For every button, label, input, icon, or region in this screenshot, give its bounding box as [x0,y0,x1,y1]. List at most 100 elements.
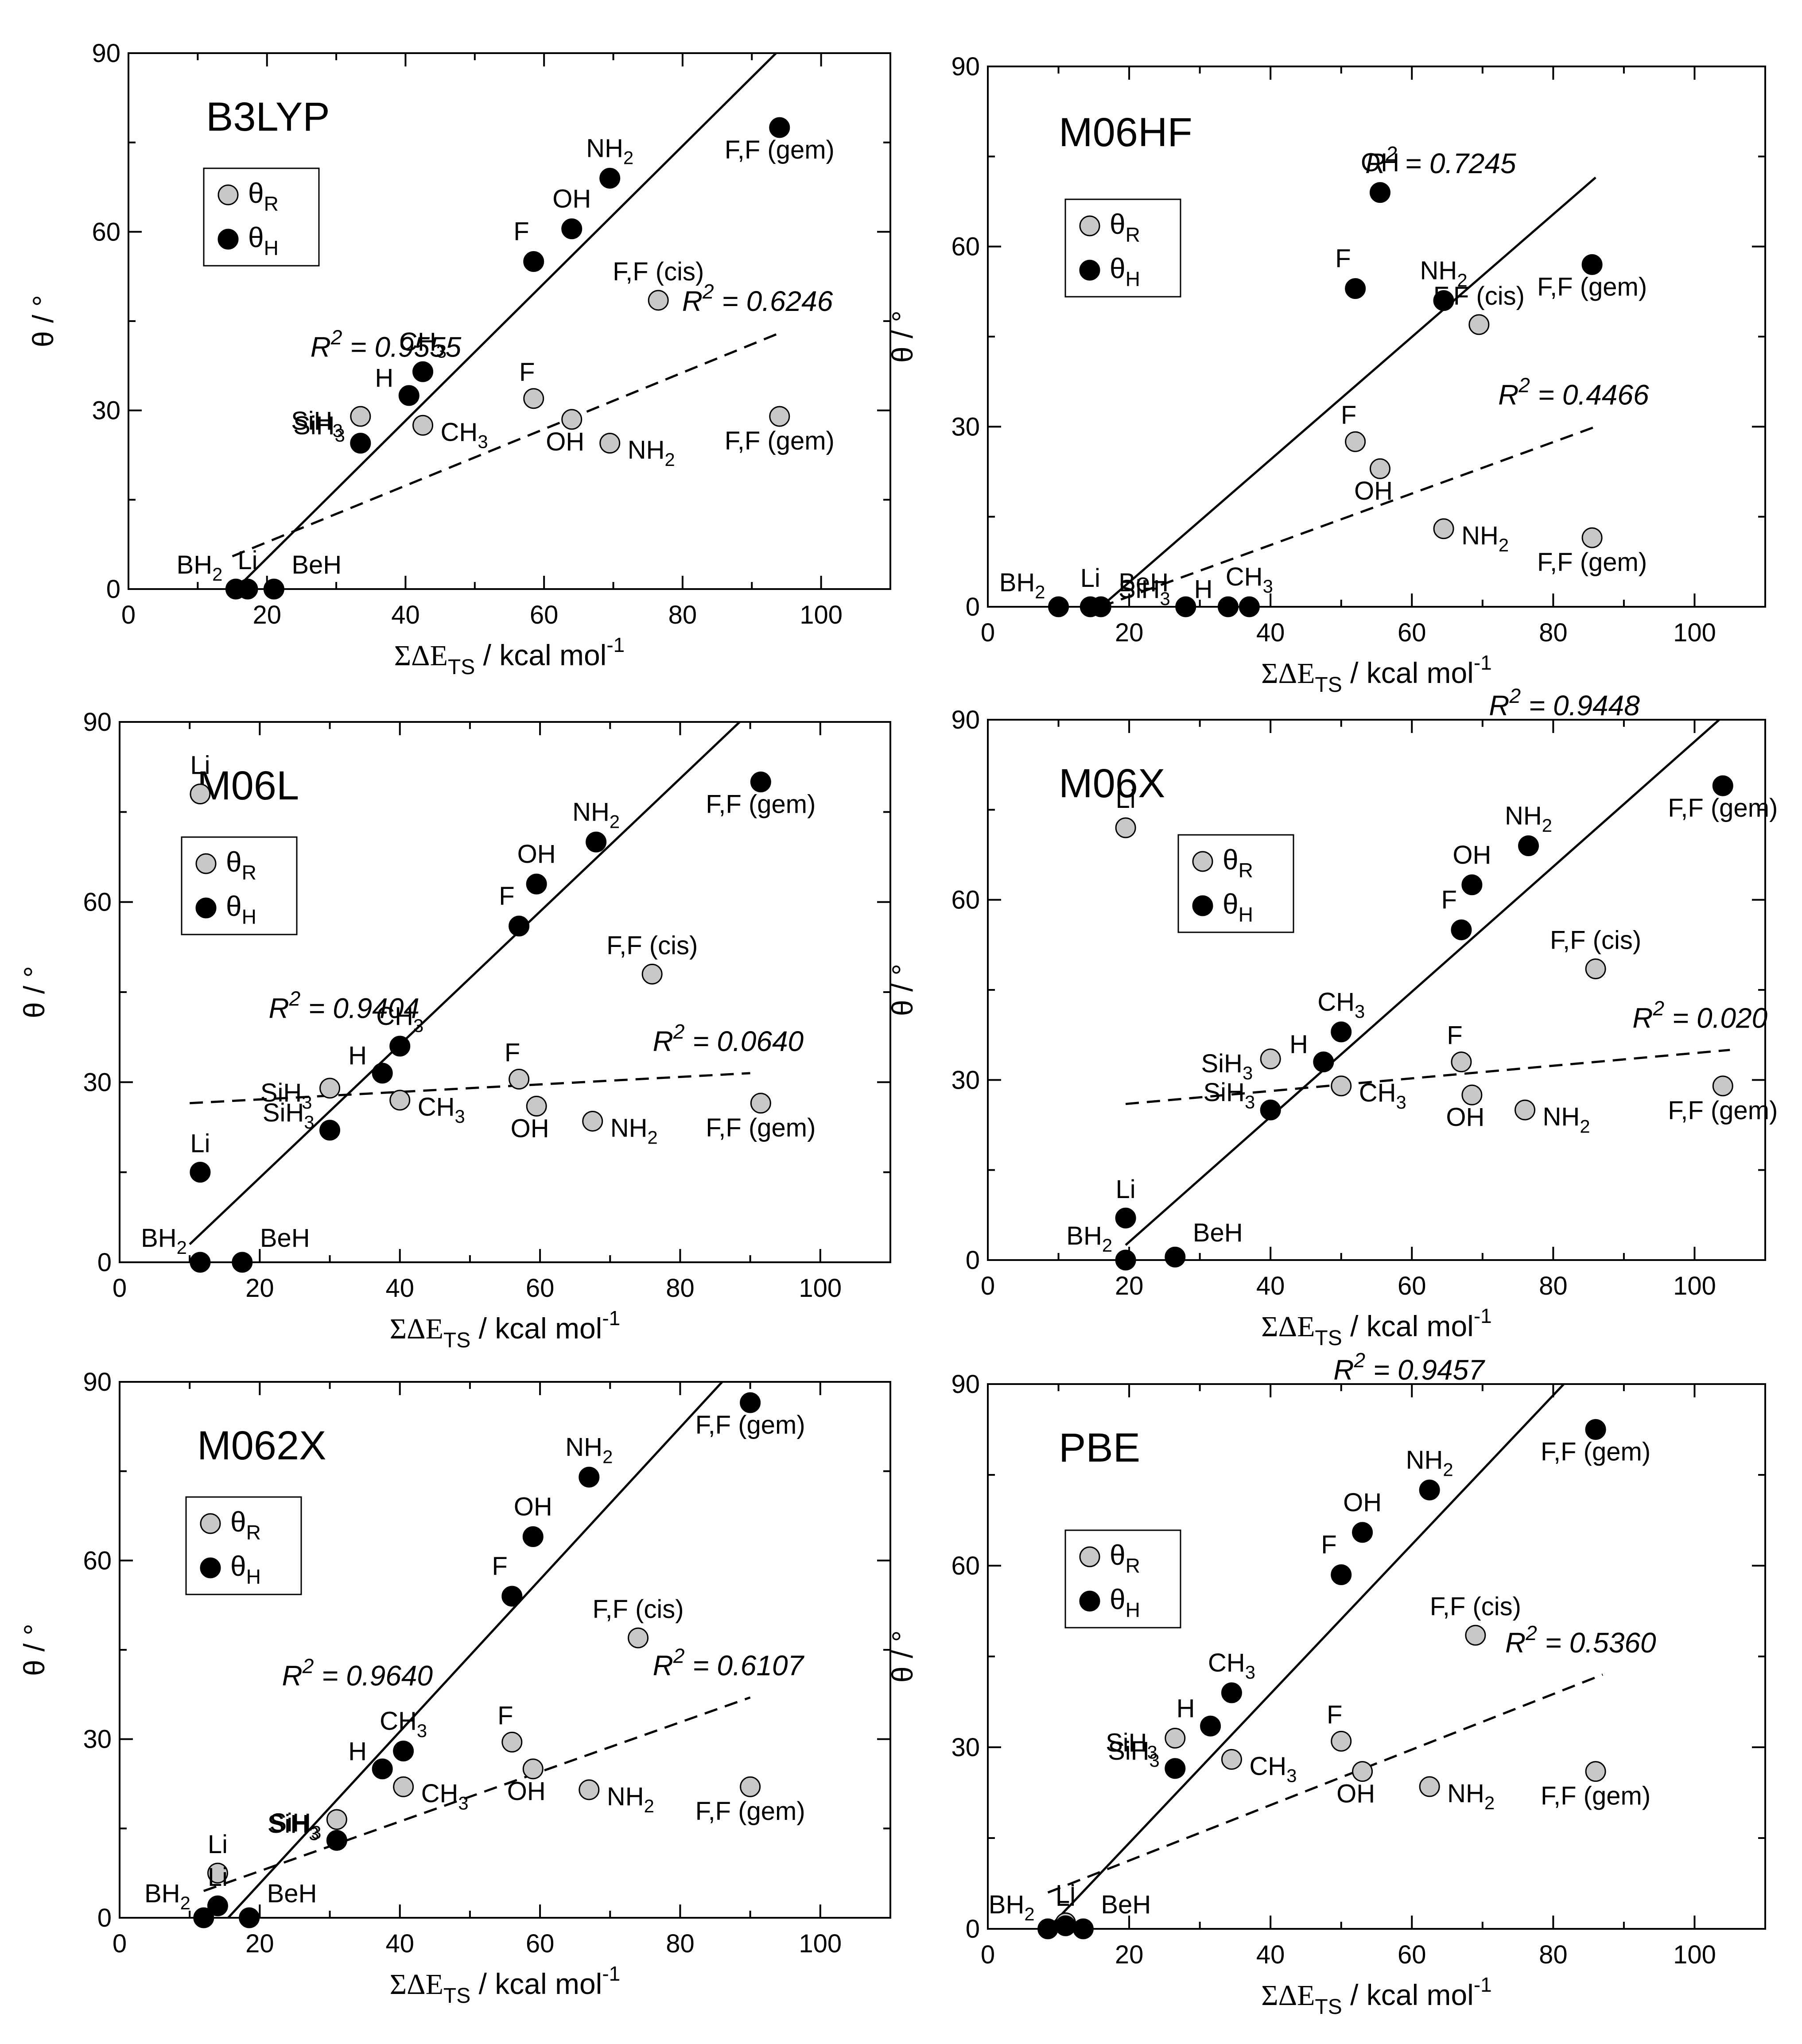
legend-box [185,1496,302,1595]
point-theta-r-li [190,783,211,805]
point-theta-r-oh [522,1758,544,1780]
point-theta-h-ch3 [412,361,434,382]
point-label-f: F [1327,1700,1342,1729]
x-axis-label: ΣΔETS / kcal mol-1 [1261,651,1492,697]
point-label-f-f-gem: F,F (gem) [1668,1096,1778,1125]
point-theta-r-f-f-cis [1468,314,1490,335]
x-tick-label: 0 [981,618,995,647]
point-label-sih3: SiH3 [1203,1078,1255,1112]
x-tick-label: 80 [666,1929,695,1958]
point-theta-r-nh2 [1419,1776,1440,1797]
x-tick-label: 100 [1673,618,1716,647]
point-theta-h-f-f-gem [1712,775,1733,796]
point-label-ch3: CH3 [380,1707,427,1741]
point-label-f-f-cis: F,F (cis) [1550,926,1641,955]
point-label-ch3: CH3 [1359,1078,1406,1113]
r-squared-label: R2 = 0.9640 [282,1655,433,1692]
point-theta-r-sih3 [350,406,371,427]
legend-theta-r-marker [217,184,239,206]
point-label-bh2: BH2 [989,1890,1035,1924]
point-theta-h-bh2 [1037,1918,1059,1939]
x-axis-label: ΣΔETS / kcal mol-1 [390,1307,621,1352]
point-label-f-f-cis: F,F (cis) [1430,1592,1521,1621]
point-theta-h-f-f-gem [750,772,771,793]
point-label-bh2: BH2 [144,1879,190,1913]
panel-title: PBE [1059,1425,1140,1470]
point-theta-h-nh2 [586,831,607,853]
y-tick-label: 0 [97,1904,112,1932]
point-theta-h-h [372,1063,393,1084]
point-label-ch3: CH3 [1208,1648,1255,1683]
point-label-oh: OH [1343,1488,1382,1517]
point-theta-r-nh2 [579,1779,600,1800]
x-tick-label: 60 [526,1274,555,1303]
point-theta-r-f-f-gem [1585,1761,1606,1782]
y-axis-label: θ / ° [886,1630,919,1683]
point-theta-r-f-f-gem [750,1093,771,1114]
point-theta-r-f-f-cis [1585,958,1606,980]
point-label-f-f-gem: F,F (gem) [1541,1782,1651,1811]
point-theta-h-li [237,578,258,600]
point-theta-h-bh2 [193,1907,214,1928]
r-squared-label: R2 = 0.7245 [1365,142,1516,179]
point-label-f-f-gem: F,F (gem) [695,1411,805,1439]
point-theta-r-li [1115,817,1136,838]
legend-box [203,167,320,267]
point-theta-r-f-f-gem [1712,1075,1733,1097]
r-squared-label: R2 = 0.0640 [653,1020,804,1057]
point-label-f: F [1321,1531,1336,1559]
fit-line-theta-h [227,1381,723,1919]
point-label-oh: OH [552,185,591,213]
legend-theta-h-marker [200,1557,221,1579]
point-label-sih3: SiH3 [293,411,345,446]
point-label-ch3: CH3 [418,1093,465,1127]
point-label-li: Li [190,1129,210,1158]
point-label-f: F [1447,1021,1462,1050]
legend-theta-r-label: θR [1110,208,1140,246]
point-label-nh2: NH2 [572,798,620,832]
point-label-f: F [519,358,535,387]
point-theta-h-sih3 [350,433,371,454]
point-label-f: F [1335,244,1351,273]
point-theta-h-bh2 [1115,1249,1136,1271]
point-theta-h-beh [1165,1246,1186,1268]
point-theta-h-li [207,1895,228,1916]
point-label-f-f-gem: F,F (gem) [706,1113,816,1142]
point-theta-h-ch3 [1331,1021,1352,1043]
point-label-bh2: BH2 [141,1224,187,1258]
x-tick-label: 0 [981,1940,995,1969]
point-label-nh2: NH2 [565,1433,613,1467]
point-label-f-f-gem: F,F (gem) [1668,794,1778,822]
point-theta-r-f [1345,431,1366,452]
legend-box [1177,834,1294,933]
fit-line-theta-r [1100,425,1596,608]
x-tick-label: 80 [666,1274,695,1303]
point-theta-r-nh2 [599,433,621,454]
point-label-f: F [513,217,529,246]
point-theta-h-h [372,1758,393,1780]
point-label-li: Li [237,546,257,575]
point-theta-h-oh [1352,1522,1373,1543]
point-theta-h-oh [1369,182,1390,203]
y-tick-label: 30 [92,396,120,425]
point-label-ch3: CH3 [399,327,447,361]
legend-theta-h-marker [195,897,217,919]
point-label-f-f-gem: F,F (gem) [695,1797,805,1826]
point-label-oh: OH [507,1777,546,1806]
point-theta-h-beh [1072,1918,1094,1939]
point-theta-h-h [1217,596,1239,617]
x-tick-label: 100 [1673,1940,1716,1969]
y-tick-label: 90 [83,1368,112,1396]
point-theta-h-nh2 [1419,1479,1440,1501]
point-label-nh2: NH2 [1447,1779,1495,1813]
y-tick-label: 30 [951,1733,980,1762]
legend-theta-h-label: θH [1110,1583,1140,1621]
point-label-f-f-cis: F,F (cis) [592,1595,684,1624]
point-theta-h-beh [1090,596,1111,617]
x-tick-label: 20 [1115,1272,1144,1300]
fit-line-theta-h [1047,1383,1565,1930]
point-label-sih3: SiH3 [268,1810,319,1844]
point-theta-h-nh2 [579,1466,600,1488]
x-tick-label: 60 [1398,618,1426,647]
